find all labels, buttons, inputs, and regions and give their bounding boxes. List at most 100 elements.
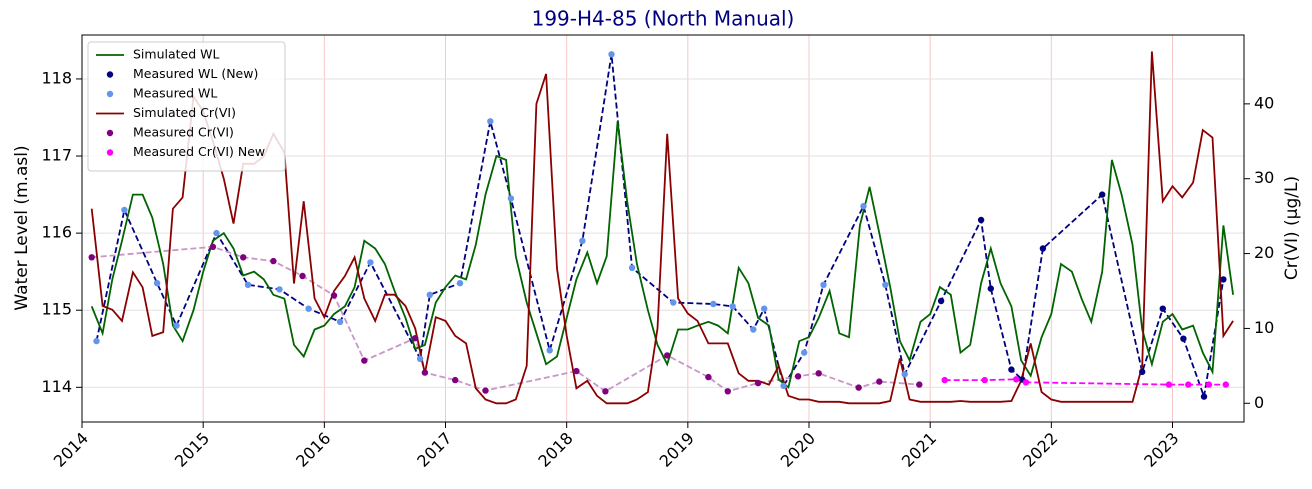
legend-marker — [106, 71, 114, 78]
data-point — [1039, 245, 1047, 252]
data-point — [670, 299, 677, 306]
data-point — [240, 254, 247, 261]
data-point — [1099, 191, 1106, 198]
y-tick-label: 118 — [41, 68, 72, 87]
data-point — [213, 229, 220, 237]
series-line — [90, 121, 1234, 389]
y-tick-label: 115 — [41, 300, 72, 319]
data-point — [1180, 335, 1187, 342]
data-point — [1200, 393, 1208, 400]
y-tick-label: 117 — [41, 146, 72, 165]
data-point — [330, 292, 338, 299]
data-point — [628, 264, 636, 271]
data-point — [452, 376, 459, 384]
data-point — [729, 303, 736, 310]
y-tick-label: 114 — [41, 377, 72, 396]
data-point — [916, 381, 923, 388]
y2-axis-label: Cr(VI) (µg/L) — [1282, 176, 1302, 280]
data-point — [937, 297, 945, 305]
data-point — [761, 305, 768, 312]
data-point — [416, 355, 424, 362]
measured-trend-line — [944, 378, 1226, 386]
data-point — [860, 202, 867, 210]
data-point — [1139, 368, 1146, 376]
data-point — [815, 370, 822, 377]
data-point — [299, 272, 306, 280]
legend-label: Measured Cr(VI) — [133, 125, 234, 140]
data-point — [579, 237, 586, 244]
legend-marker — [106, 149, 114, 156]
data-point — [367, 259, 374, 266]
data-point — [487, 118, 494, 125]
data-point — [820, 281, 827, 288]
data-point — [361, 357, 368, 364]
data-point — [1165, 381, 1173, 388]
data-point — [1013, 376, 1020, 383]
data-point — [276, 286, 283, 293]
legend-label: Measured WL — [133, 86, 217, 101]
data-point — [173, 322, 180, 329]
data-point — [1220, 276, 1227, 283]
data-point — [754, 379, 762, 387]
data-point — [573, 367, 580, 375]
y2-tick-label: 30 — [1254, 168, 1274, 187]
data-point — [1205, 381, 1213, 388]
legend-label: Simulated WL — [133, 47, 219, 62]
legend-label: Measured Cr(VI) New — [133, 144, 265, 159]
data-point — [977, 216, 985, 224]
grid — [81, 35, 1244, 422]
data-point — [546, 347, 553, 354]
data-point — [981, 376, 988, 384]
data-point — [608, 51, 615, 58]
y-tick-label: 116 — [41, 223, 72, 242]
legend-label: Simulated Cr(VI) — [133, 105, 236, 120]
data-point — [855, 384, 862, 391]
data-point — [88, 254, 95, 261]
legend-marker — [106, 90, 114, 98]
data-point — [426, 291, 433, 298]
data-point — [421, 369, 429, 376]
data-point — [305, 305, 312, 312]
data-point — [941, 376, 948, 384]
data-point — [121, 206, 128, 214]
y2-tick-label: 40 — [1254, 93, 1274, 112]
data-point — [780, 382, 787, 389]
data-point — [456, 280, 464, 287]
data-point — [482, 387, 489, 394]
data-point — [987, 285, 994, 292]
y-axis-label: Water Level (m.asl) — [12, 145, 32, 310]
data-point — [153, 280, 161, 287]
data-point — [724, 388, 731, 395]
data-point — [602, 388, 609, 395]
legend: Simulated WL Measured WL (New) Measured WL… — [87, 41, 286, 172]
data-point — [882, 281, 889, 288]
data-point — [1222, 381, 1230, 388]
data-point — [244, 281, 252, 288]
data-point — [801, 349, 808, 356]
data-point — [1022, 379, 1030, 386]
data-point — [209, 243, 217, 250]
data-point — [750, 326, 757, 333]
data-point — [507, 195, 515, 202]
data-point — [901, 371, 908, 378]
legend-marker — [106, 129, 114, 137]
y2-tick-label: 20 — [1254, 243, 1274, 262]
data-point — [412, 335, 419, 342]
y2-tick-label: 10 — [1254, 318, 1274, 337]
axes-frame — [81, 34, 1245, 423]
data-point — [664, 352, 671, 359]
measured-trend-line — [91, 245, 920, 393]
data-point — [794, 373, 802, 380]
y2-tick-label: 0 — [1254, 393, 1264, 412]
legend-label: Measured WL (New) — [133, 66, 258, 81]
data-point — [710, 300, 717, 308]
data-point — [270, 257, 277, 265]
data-point — [1159, 305, 1167, 312]
data-point — [705, 373, 712, 381]
data-point — [336, 318, 344, 325]
data-point — [1185, 381, 1192, 388]
chart-title: 199-H4-85 (North Manual) — [532, 7, 795, 31]
data-point — [93, 337, 100, 345]
data-point — [1008, 366, 1015, 373]
